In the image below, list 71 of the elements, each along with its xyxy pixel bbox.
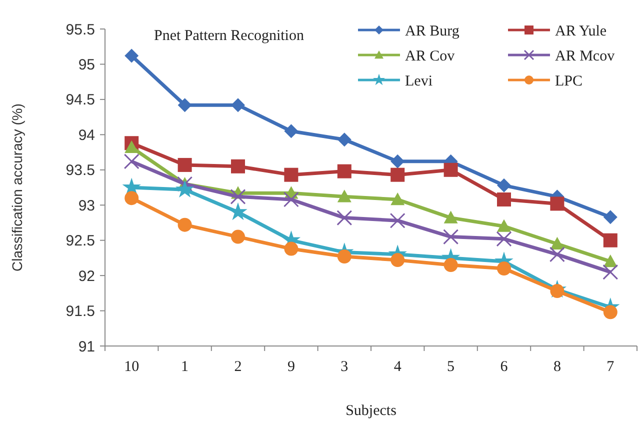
- point: [444, 258, 458, 272]
- x-tick-label: 6: [500, 359, 508, 375]
- point: [443, 229, 459, 245]
- point: [178, 158, 192, 172]
- x-tick-label: 4: [394, 359, 402, 375]
- point: [337, 190, 352, 202]
- point: [603, 233, 618, 248]
- point: [284, 242, 298, 256]
- point: [603, 305, 618, 320]
- point: [497, 219, 511, 232]
- point: [496, 231, 512, 247]
- point: [602, 264, 618, 280]
- y-axis-title: Classification accuracy (%): [9, 103, 25, 272]
- legend-label: AR Yule: [555, 23, 607, 40]
- point: [390, 212, 406, 228]
- point: [124, 140, 139, 153]
- point: [444, 162, 458, 177]
- point: [178, 98, 192, 112]
- point: [336, 210, 352, 226]
- point: [390, 168, 405, 182]
- x-tick-label: 10: [124, 359, 140, 375]
- x-tick-label: 7: [606, 359, 615, 375]
- point: [231, 230, 245, 244]
- point: [284, 168, 298, 182]
- point: [230, 188, 246, 204]
- point: [603, 210, 618, 224]
- y-tick-label: 92: [78, 268, 95, 285]
- x-tick-label: 5: [447, 359, 455, 375]
- point: [124, 191, 139, 206]
- point: [497, 192, 511, 206]
- point: [550, 236, 564, 250]
- point: [175, 180, 194, 198]
- point: [497, 178, 511, 192]
- y-tick-label: 94: [78, 126, 95, 144]
- x-tick-label: 3: [340, 359, 348, 375]
- point: [231, 98, 245, 112]
- point: [231, 159, 245, 174]
- point: [337, 164, 352, 178]
- y-tick-label: 94.5: [66, 92, 95, 109]
- x-tick-label: 9: [287, 359, 295, 375]
- y-tick-label: 91: [78, 338, 95, 356]
- y-tick-label: 95: [78, 56, 95, 74]
- point: [390, 154, 405, 168]
- x-tick-label: 8: [553, 359, 561, 375]
- point: [124, 48, 139, 63]
- y-tick-label: 95.5: [66, 21, 95, 38]
- point: [124, 154, 140, 170]
- point: [550, 196, 564, 211]
- legend-label: AR Mcov: [555, 48, 616, 64]
- point: [549, 246, 565, 262]
- point: [497, 262, 511, 276]
- point: [283, 192, 299, 208]
- legend-label: AR Cov: [405, 48, 456, 64]
- x-tick-label: 2: [234, 359, 242, 375]
- point: [284, 124, 298, 138]
- y-tick-label: 93.5: [66, 162, 95, 180]
- point: [390, 253, 405, 268]
- y-tick-label: 92.5: [66, 232, 95, 250]
- point: [603, 254, 618, 268]
- point: [337, 132, 352, 147]
- point: [178, 218, 192, 232]
- x-tick-label: 1: [181, 359, 189, 375]
- legend-label: AR Burg: [405, 23, 460, 40]
- x-axis-title: Subjects: [346, 403, 397, 419]
- point: [444, 210, 458, 224]
- y-tick-label: 91.5: [66, 303, 95, 320]
- legend-label: LPC: [555, 73, 583, 90]
- legend-label: Levi: [405, 73, 432, 90]
- y-tick-label: 93: [78, 197, 95, 214]
- chart-title: Pnet Pattern Recognition: [154, 28, 304, 44]
- point: [390, 192, 405, 206]
